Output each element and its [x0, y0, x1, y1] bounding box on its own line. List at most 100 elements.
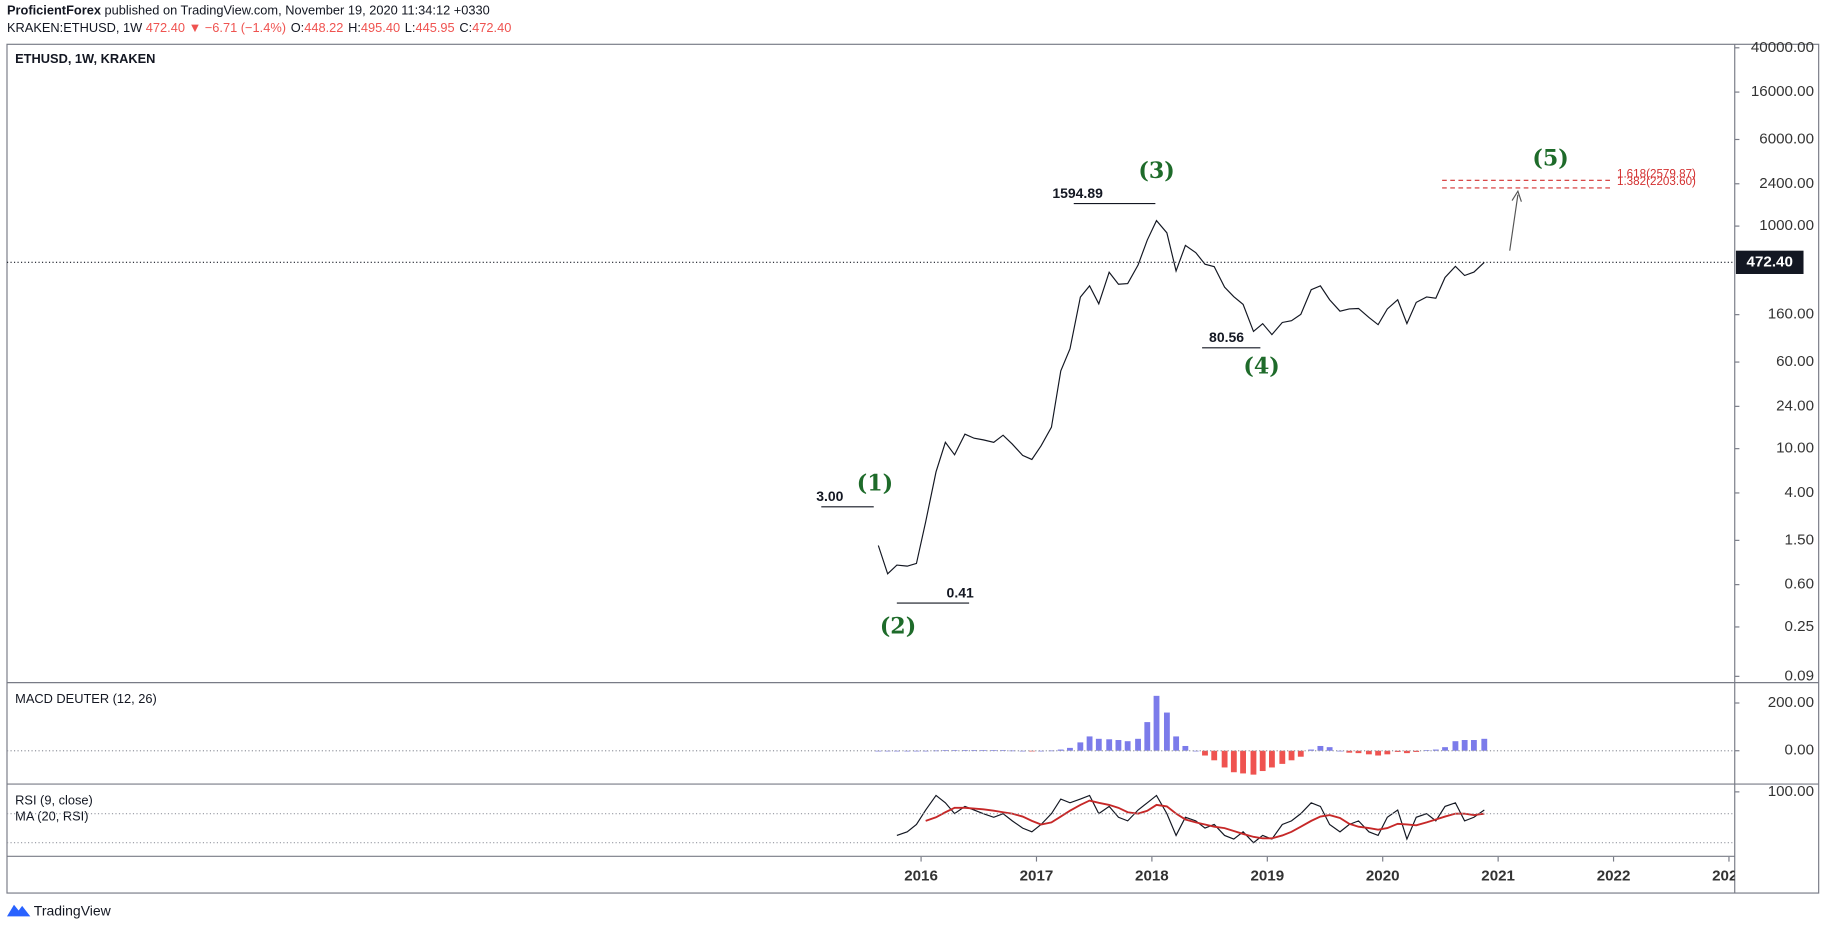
brand: TradingView	[34, 902, 112, 918]
histogram-bar	[1144, 722, 1151, 751]
pane-title: RSI (9, close)	[15, 792, 93, 807]
symbol: KRAKEN:ETHUSD, 1W	[7, 21, 143, 36]
histogram-bar	[1259, 750, 1266, 772]
series-line	[896, 794, 1485, 844]
histogram-bar	[1308, 749, 1315, 751]
ohlc-key: C:	[459, 21, 472, 36]
histogram-bar	[1019, 750, 1026, 752]
histogram-bar	[1404, 750, 1410, 754]
published: published on TradingView.com, November 1…	[105, 3, 490, 18]
histogram-bar	[1077, 742, 1084, 751]
arrow-head	[1511, 189, 1522, 202]
y-tick-label: 100.00	[1768, 783, 1814, 800]
ohlc-value: 448.22	[304, 21, 343, 36]
histogram-bar	[1279, 750, 1286, 764]
y-tick-label: 1.50	[1785, 531, 1814, 548]
histogram-bar	[1326, 747, 1333, 751]
ohlc-key: L:	[405, 21, 416, 36]
logo	[6, 904, 31, 917]
symbol-line: KRAKEN:ETHUSD, 1W 472.40 ▼ −6.71 (−1.4%)…	[7, 21, 511, 36]
histogram-bar	[1192, 750, 1199, 752]
last-price-label: 472.40	[1747, 253, 1793, 270]
wave-label: (5)	[1532, 145, 1568, 171]
y-tick-label: 6000.00	[1759, 130, 1814, 147]
histogram-bar	[1250, 750, 1257, 775]
fib-label: 1.618(2579.87)	[1617, 168, 1696, 181]
histogram-bar	[1442, 747, 1448, 751]
last-price-box	[1735, 250, 1804, 274]
histogram-bar	[1452, 741, 1459, 751]
histogram-bar	[1423, 750, 1430, 751]
histogram-bar	[971, 750, 978, 751]
histogram-bar	[1048, 750, 1055, 752]
author: ProficientForex	[7, 3, 102, 18]
histogram-bar	[951, 750, 958, 751]
price: 472.40	[146, 21, 185, 36]
histogram-bar	[893, 750, 900, 752]
histogram-bar	[1432, 749, 1439, 751]
histogram-bar	[1163, 712, 1170, 751]
histogram-bar	[1317, 745, 1324, 751]
wave-label: (4)	[1243, 354, 1279, 380]
histogram-bar	[1297, 750, 1304, 757]
y-tick-label: 2400.00	[1759, 175, 1814, 192]
histogram-bar	[1106, 739, 1113, 751]
y-tick-label: 160.00	[1768, 306, 1814, 323]
histogram-bar	[1057, 749, 1064, 751]
x-tick-label: 2023	[1712, 868, 1746, 885]
pivot-label: 3.00	[816, 488, 843, 504]
histogram-bar	[1067, 747, 1073, 751]
x-tick-label: 2020	[1366, 868, 1400, 885]
x-tick-label: 2019	[1250, 868, 1284, 885]
projection-arrow	[1509, 194, 1519, 251]
y-tick-label: 24.00	[1776, 397, 1814, 414]
histogram-bar	[1095, 738, 1102, 751]
ohlc-value: 495.40	[361, 21, 400, 36]
histogram-bar	[1135, 738, 1141, 751]
histogram-bar	[1221, 750, 1228, 768]
ohlc-key: O:	[291, 21, 305, 36]
wave-label: (2)	[880, 614, 916, 640]
histogram-bar	[1211, 750, 1218, 761]
ohlc: O:448.22 H:495.40 L:445.95 C:472.40	[291, 21, 512, 36]
y-tick-label: 4.00	[1785, 484, 1814, 501]
wave-label: (1)	[857, 471, 893, 497]
ohlc-value: 472.40	[472, 21, 511, 36]
x-tick-label: 2022	[1597, 868, 1631, 885]
pivot-label: 1594.89	[1052, 185, 1103, 201]
y-tick-label: 0.09	[1785, 667, 1814, 684]
histogram-bar	[1124, 741, 1131, 751]
frame	[6, 43, 1820, 894]
series-line	[877, 219, 1485, 575]
histogram-bar	[1038, 750, 1045, 752]
pane-title: MACD DEUTER (12, 26)	[15, 691, 157, 706]
x-tick-label: 2021	[1481, 868, 1515, 885]
histogram-bar	[1202, 750, 1208, 756]
histogram-bar	[1375, 750, 1382, 756]
pivot-label: 80.56	[1209, 329, 1244, 345]
histogram-bar	[1481, 738, 1488, 751]
histogram-bar	[1365, 750, 1372, 755]
y-tick-label: 10.00	[1776, 440, 1814, 457]
histogram-bar	[1394, 750, 1401, 752]
histogram-bar	[962, 750, 968, 751]
histogram-bar	[922, 750, 929, 752]
y-tick-label: 1000.00	[1759, 217, 1814, 234]
pane-title: ETHUSD, 1W, KRAKEN	[15, 51, 155, 66]
ohlc-value: 445.95	[415, 21, 454, 36]
fib-label: 1.382(2203.60)	[1617, 175, 1696, 188]
histogram-bar	[1086, 736, 1093, 751]
y-tick-label: 60.00	[1776, 353, 1814, 370]
ohlc-key: H:	[348, 21, 361, 36]
x-tick-label: 2017	[1020, 868, 1054, 885]
change: ▼ −6.71 (−1.4%)	[189, 21, 286, 36]
histogram-bar	[1009, 750, 1016, 752]
y-tick-label: 16000.00	[1751, 83, 1814, 100]
y-tick-label: 0.60	[1785, 576, 1814, 593]
y-tick-label: 0.00	[1785, 742, 1814, 759]
histogram-bar	[1230, 750, 1237, 773]
y-tick-label: 0.25	[1785, 618, 1814, 635]
histogram-bar	[1115, 740, 1122, 751]
histogram-bar	[1470, 740, 1477, 751]
